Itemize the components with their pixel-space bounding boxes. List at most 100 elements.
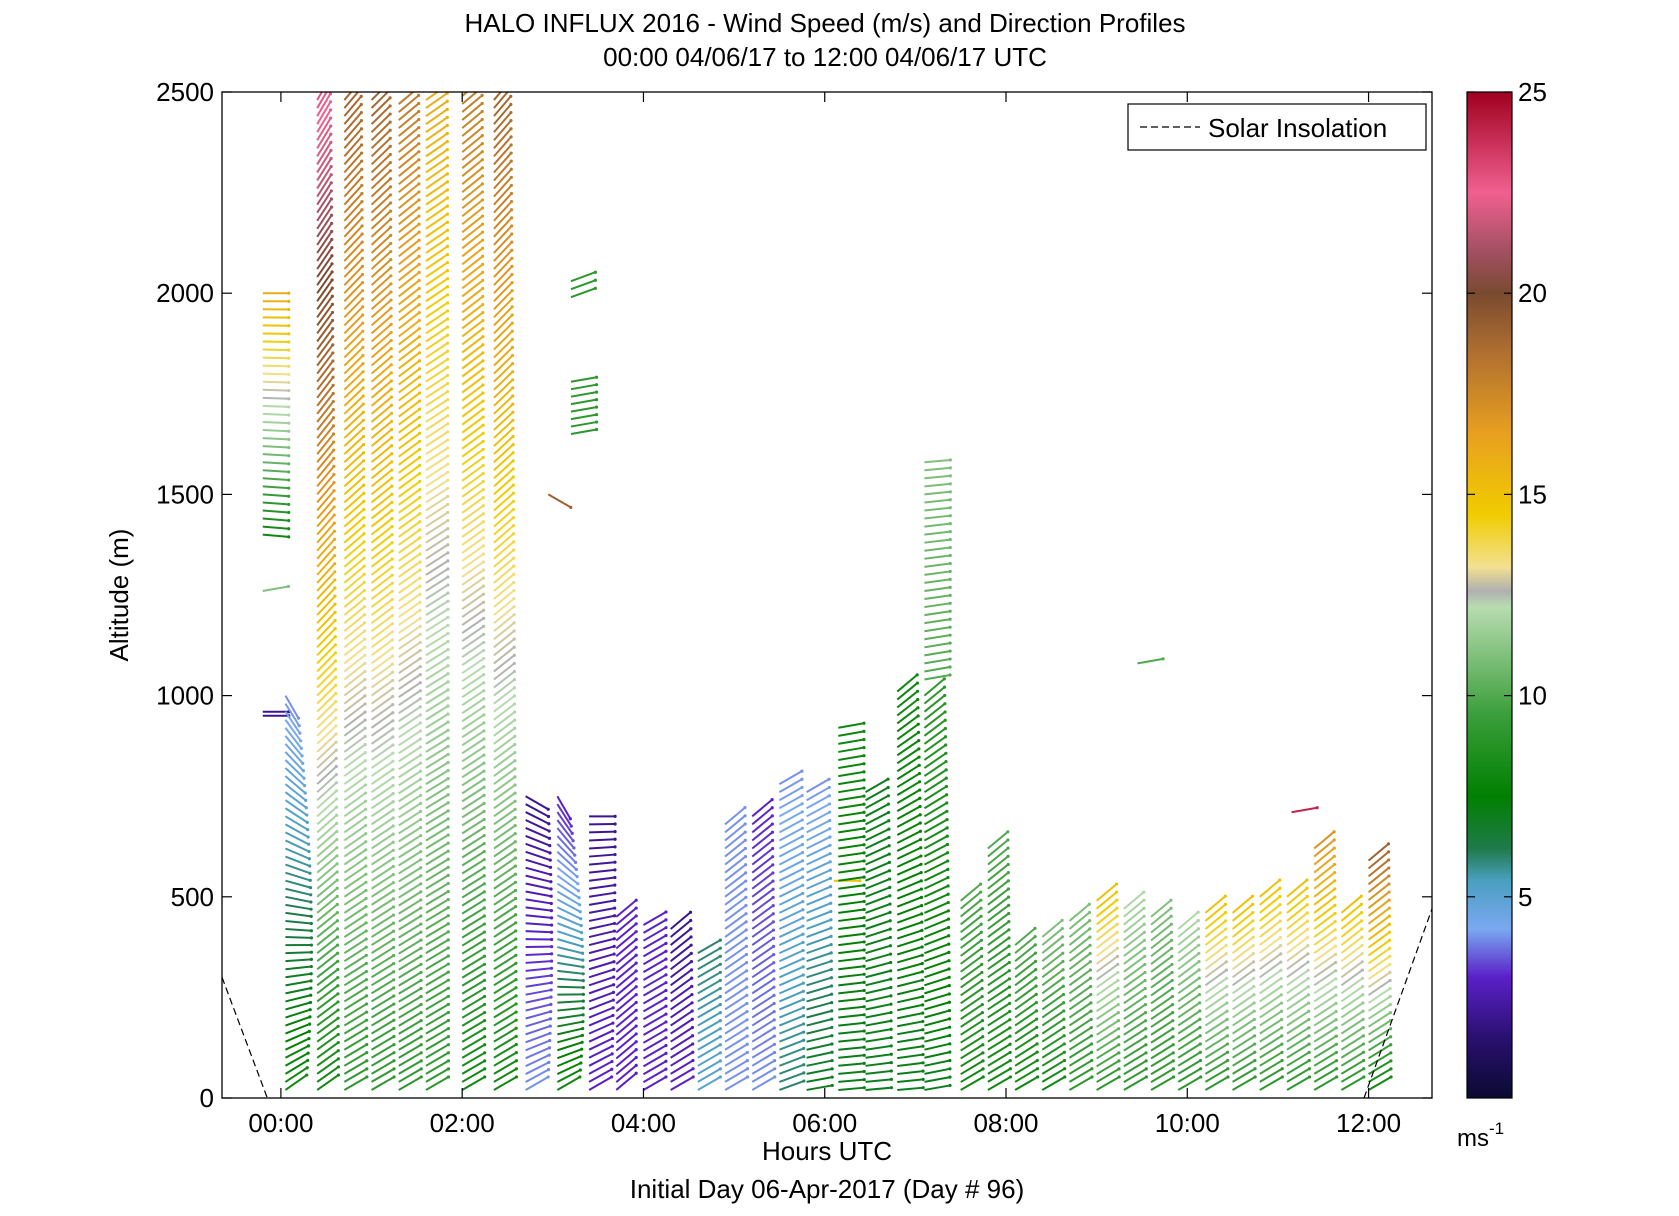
wind-barb-head bbox=[362, 515, 366, 520]
wind-barb bbox=[896, 904, 922, 916]
wind-barb-head bbox=[510, 256, 514, 260]
wind-barb bbox=[525, 890, 552, 898]
wind-profile-column bbox=[642, 910, 668, 1091]
wind-barb bbox=[615, 978, 637, 997]
wind-barb-head bbox=[301, 761, 305, 765]
wind-barb bbox=[371, 849, 394, 866]
wind-barb bbox=[425, 487, 449, 504]
wind-barb bbox=[493, 111, 512, 133]
wind-barb-head bbox=[363, 669, 367, 674]
wind-barb bbox=[865, 1003, 892, 1011]
wind-barb bbox=[371, 1019, 395, 1035]
wind-barb bbox=[425, 624, 449, 641]
wind-barb bbox=[316, 871, 338, 890]
wind-barb-head bbox=[610, 1067, 614, 1071]
wind-barb bbox=[284, 783, 307, 802]
colorbar-unit-exponent: -1 bbox=[1489, 1119, 1504, 1138]
wind-barb bbox=[779, 941, 804, 955]
wind-barb-head bbox=[613, 875, 617, 880]
wind-barb bbox=[425, 560, 449, 576]
wind-barb bbox=[316, 863, 338, 882]
wind-barb bbox=[923, 702, 946, 721]
wind-barb bbox=[525, 898, 552, 905]
wind-barb-head bbox=[594, 383, 599, 387]
wind-barb bbox=[1177, 1034, 1201, 1051]
wind-barb bbox=[923, 694, 946, 713]
wind-barb-head bbox=[744, 871, 748, 875]
wind-barb bbox=[1096, 971, 1119, 989]
wind-barb-head bbox=[446, 527, 450, 531]
wind-barb bbox=[493, 605, 515, 624]
wind-barb bbox=[425, 527, 449, 544]
wind-barb bbox=[493, 946, 517, 963]
wind-barb-head bbox=[364, 832, 368, 836]
wind-barb-head bbox=[359, 110, 363, 115]
wind-profile-column bbox=[1096, 882, 1121, 1091]
wind-barb-head bbox=[510, 248, 514, 252]
wind-barb bbox=[1259, 879, 1281, 898]
wind-barb-head bbox=[481, 439, 485, 443]
wind-barb-head bbox=[634, 969, 638, 973]
wind-barb-head bbox=[418, 648, 422, 653]
wind-barb bbox=[1150, 1003, 1174, 1020]
wind-barb-head bbox=[309, 929, 313, 933]
wind-barb-head bbox=[301, 769, 305, 773]
wind-barb-head bbox=[689, 918, 693, 923]
wind-barb bbox=[615, 1064, 637, 1083]
wind-barb-head bbox=[548, 851, 552, 855]
wind-barb-head bbox=[718, 1035, 722, 1039]
y-tick-label: 1000 bbox=[156, 681, 214, 711]
wind-barb-head bbox=[418, 664, 422, 669]
wind-barb-head bbox=[483, 1035, 487, 1039]
wind-profile-column bbox=[1231, 894, 1257, 1091]
wind-barb-head bbox=[610, 1036, 615, 1041]
wind-barb-head bbox=[481, 375, 485, 379]
wind-barb bbox=[1340, 911, 1363, 930]
wind-barb-head bbox=[550, 930, 554, 934]
wind-barb-head bbox=[482, 841, 486, 846]
wind-barb-head bbox=[514, 945, 518, 949]
wind-barb bbox=[370, 687, 394, 705]
wind-barb bbox=[1259, 920, 1281, 938]
wind-barb-head bbox=[800, 826, 804, 830]
wind-barb-head bbox=[512, 588, 516, 593]
wind-barb-head bbox=[1007, 969, 1011, 973]
wind-barb bbox=[493, 573, 515, 592]
wind-barb-head bbox=[388, 136, 392, 140]
wind-profile-column bbox=[896, 673, 925, 1091]
wind-barb bbox=[896, 731, 920, 749]
wind-barb bbox=[1259, 994, 1282, 1011]
wind-barb-head bbox=[418, 463, 422, 468]
wind-barb bbox=[1204, 1026, 1228, 1043]
wind-barb-head bbox=[510, 216, 514, 220]
wind-barb-head bbox=[482, 874, 486, 878]
wind-barb-head bbox=[332, 537, 337, 541]
wind-barb bbox=[398, 569, 421, 586]
wind-barb-head bbox=[287, 454, 291, 458]
wind-barb bbox=[923, 785, 948, 802]
wind-barb-head bbox=[578, 1068, 583, 1072]
wind-barb bbox=[370, 752, 394, 769]
wind-barb bbox=[370, 744, 394, 761]
wind-barb bbox=[398, 126, 420, 145]
wind-barb-head bbox=[828, 818, 832, 823]
wind-barb-head bbox=[480, 125, 484, 130]
wind-barb-head bbox=[948, 625, 952, 629]
wind-barb-head bbox=[947, 975, 951, 979]
wind-barb-head bbox=[1225, 1026, 1229, 1030]
wind-barb bbox=[371, 1011, 395, 1027]
wind-barb bbox=[1231, 895, 1254, 914]
wind-barb-head bbox=[743, 846, 747, 851]
wind-barb bbox=[924, 626, 951, 633]
wind-barb-head bbox=[330, 294, 334, 298]
wind-barb-head bbox=[1251, 943, 1255, 948]
wind-barb bbox=[493, 1003, 517, 1019]
wind-barb-head bbox=[364, 953, 368, 957]
wind-barb bbox=[896, 772, 920, 789]
wind-barb bbox=[425, 358, 449, 375]
wind-barb-head bbox=[336, 1008, 340, 1012]
wind-barb-head bbox=[862, 907, 866, 912]
wind-barb bbox=[1286, 953, 1309, 971]
wind-barb bbox=[556, 1055, 582, 1068]
wind-barb-head bbox=[1089, 984, 1093, 989]
